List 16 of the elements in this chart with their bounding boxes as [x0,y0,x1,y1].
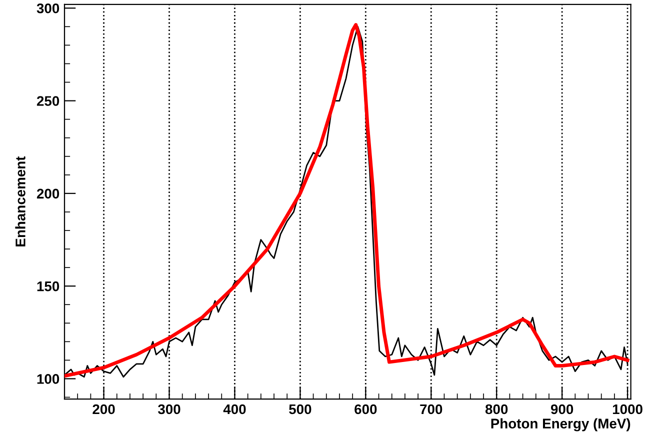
x-tick-label: 700 [420,404,442,414]
x-tick-label: 400 [223,404,246,414]
x-tick-label: 800 [485,404,508,414]
x-tick-label: 600 [354,404,377,414]
x-tick-label: 1000 [612,404,642,414]
y-tick-label: 250 [36,96,60,106]
y-tick-label: 150 [37,281,60,292]
x-axis-title: Photon Energy (MeV) [491,418,630,432]
x-tick-label: 500 [289,404,312,414]
y-axis-title: Enhancement [15,156,26,246]
x-tick-label: 200 [92,404,115,414]
y-tick-label: 200 [36,188,60,199]
x-tick-label: 300 [158,404,180,414]
y-tick-label: 300 [36,3,60,14]
y-tick-label: 100 [37,374,60,384]
x-tick-label: 900 [550,404,574,414]
